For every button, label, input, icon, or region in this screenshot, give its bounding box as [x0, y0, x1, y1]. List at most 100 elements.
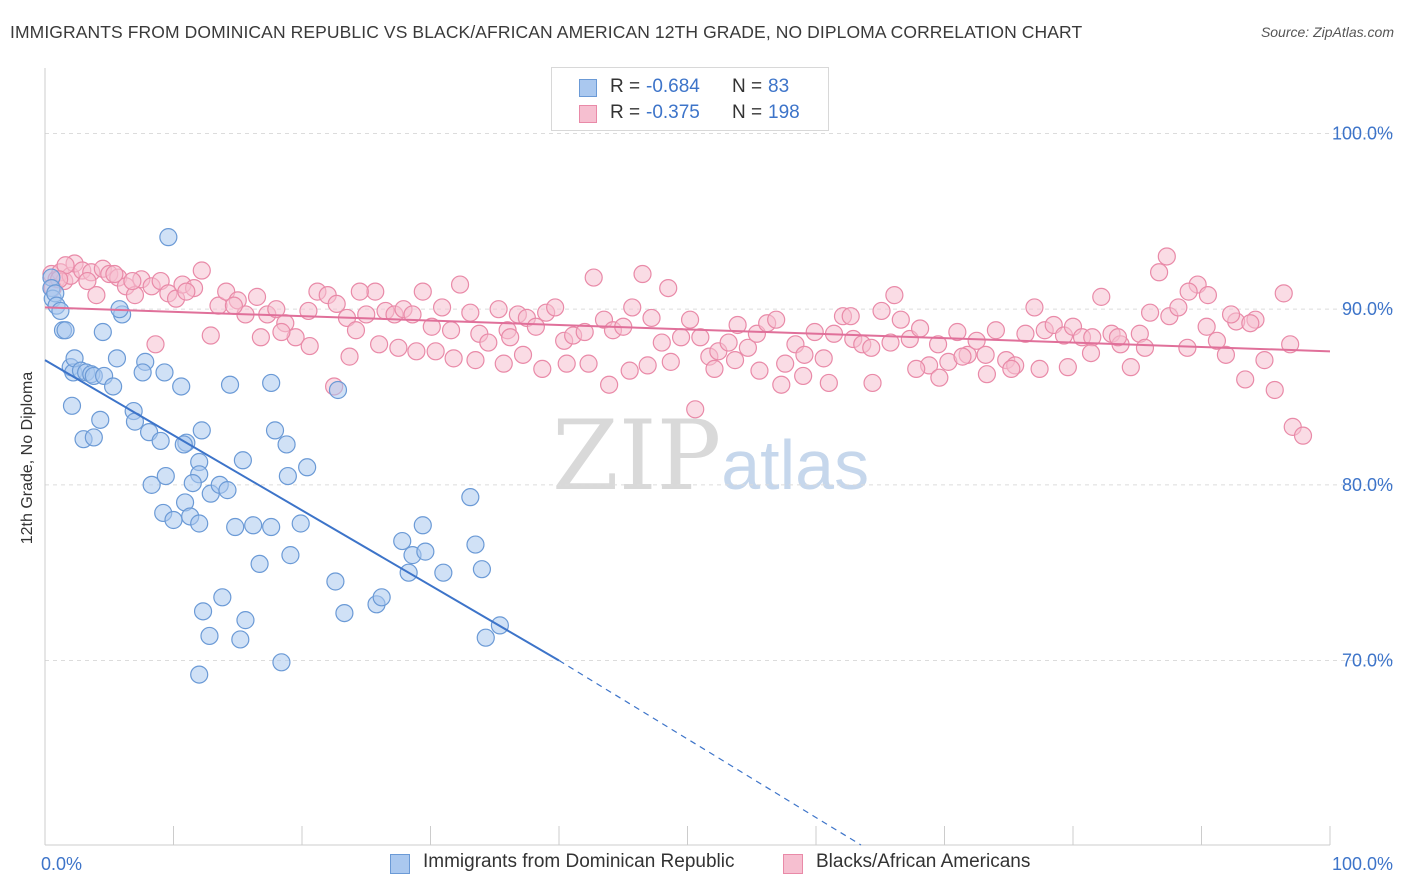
data-point: [472, 560, 491, 579]
data-point: [84, 428, 103, 447]
y-tick-label: 100.0%: [1332, 123, 1393, 143]
data-point: [192, 261, 211, 280]
data-point: [272, 653, 291, 672]
data-point: [233, 451, 252, 470]
data-point: [584, 268, 603, 287]
data-point: [1140, 303, 1160, 322]
data-point: [87, 286, 106, 305]
data-point: [533, 359, 552, 379]
data-point: [422, 317, 441, 336]
data-point: [705, 359, 724, 379]
data-point: [247, 287, 267, 306]
data-point: [557, 354, 576, 373]
data-point: [872, 301, 891, 321]
data-point: [795, 345, 814, 364]
data-point: [1207, 331, 1227, 350]
trend-line-pink: [44, 306, 1331, 353]
data-point: [326, 572, 345, 591]
data-point: [1281, 335, 1300, 354]
data-point: [444, 349, 463, 368]
data-point: [1157, 247, 1176, 266]
data-point: [328, 380, 348, 400]
data-point: [224, 296, 243, 315]
r-value: -0.684: [646, 76, 700, 97]
data-point: [201, 326, 220, 345]
data-point: [891, 310, 910, 329]
legend-swatch-pink: [783, 854, 803, 874]
data-point: [1236, 370, 1255, 389]
data-point: [948, 322, 967, 342]
y-axis-label: 12th Grade, No Diploma: [19, 371, 36, 545]
data-point: [272, 322, 291, 342]
data-point: [461, 303, 480, 322]
data-point: [862, 338, 881, 357]
data-point: [642, 308, 661, 328]
data-point: [600, 375, 619, 394]
data-point: [357, 305, 376, 324]
data-point: [300, 336, 319, 356]
data-point: [501, 328, 520, 347]
data-point: [416, 542, 435, 561]
data-point: [841, 307, 860, 326]
data-point: [1135, 338, 1155, 357]
data-point: [546, 298, 565, 317]
data-point: [1092, 287, 1111, 306]
data-point: [450, 275, 470, 294]
data-point: [107, 349, 127, 368]
data-point: [967, 331, 986, 350]
data-point: [434, 563, 453, 582]
data-point: [78, 271, 97, 291]
data-point: [1221, 305, 1241, 324]
data-point: [928, 335, 948, 354]
legend-row-pink: R = -0.375 N = 198: [552, 101, 828, 127]
watermark-zip: ZIP: [552, 400, 722, 512]
data-point: [177, 282, 196, 301]
data-point: [389, 338, 408, 357]
n-label: N =: [732, 76, 763, 97]
data-point: [393, 531, 412, 551]
data-point: [526, 317, 545, 336]
data-point: [372, 588, 391, 607]
data-point: [623, 298, 642, 317]
n-value: 198: [768, 102, 800, 123]
grid-lines: [45, 132, 1395, 662]
data-point: [278, 466, 297, 486]
data-point: [575, 322, 594, 342]
data-point: [218, 481, 237, 500]
data-point: [489, 300, 508, 319]
data-point: [661, 352, 680, 371]
data-point: [638, 356, 657, 375]
data-point: [236, 611, 255, 630]
data-point: [105, 264, 124, 284]
data-point: [220, 375, 240, 394]
data-point: [190, 665, 209, 684]
y-tick-label: 70.0%: [1342, 651, 1393, 671]
data-point: [123, 271, 142, 291]
trend-line-blue-extrapolated: [558, 660, 862, 846]
data-point: [340, 347, 359, 366]
data-point: [1255, 351, 1274, 370]
data-point: [251, 328, 270, 347]
data-point: [910, 319, 930, 338]
data-point: [479, 333, 498, 352]
data-point: [370, 335, 389, 354]
data-point: [151, 431, 170, 451]
legend-label: Blacks/African Americans: [816, 851, 1031, 872]
data-point: [174, 435, 193, 454]
data-point: [350, 282, 369, 301]
data-point: [1178, 338, 1197, 357]
data-point: [907, 359, 926, 379]
data-point: [680, 310, 700, 329]
series-blacks-african-americans: [42, 247, 1313, 445]
data-point: [819, 373, 838, 393]
r-value: -0.375: [646, 102, 700, 123]
r-label: R =: [610, 102, 641, 123]
axes: [44, 68, 1331, 846]
data-point: [172, 377, 191, 396]
data-point: [91, 410, 110, 429]
data-point: [977, 365, 997, 384]
data-point: [805, 322, 824, 342]
data-point: [156, 466, 175, 486]
data-point: [441, 321, 461, 340]
